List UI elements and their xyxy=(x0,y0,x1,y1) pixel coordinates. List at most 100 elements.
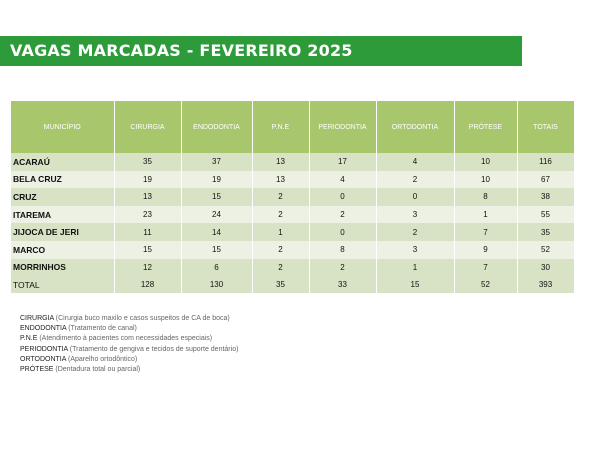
value-cell: 12 xyxy=(114,258,182,277)
table-row: ITAREMA 23 24 2 2 3 1 55 xyxy=(11,205,575,224)
value-cell: 0 xyxy=(309,188,377,206)
value-cell: 2 xyxy=(252,258,310,277)
municipio-cell: ITAREMA xyxy=(11,205,115,224)
value-cell: 6 xyxy=(181,258,253,277)
value-cell: 14 xyxy=(181,223,253,241)
municipio-cell: BELA CRUZ xyxy=(11,170,115,189)
legend-term: P.N.E xyxy=(20,335,38,343)
legend-item: P.N.E (Atendimento à pacientes com neces… xyxy=(20,334,238,344)
value-cell: 1 xyxy=(252,223,310,241)
value-cell: 37 xyxy=(181,153,253,171)
vagas-table: MUNICÍPIO CIRURGIA ENDODONTIA P.N.E PERI… xyxy=(11,101,575,294)
value-cell: 8 xyxy=(454,188,518,206)
legend: CIRURGIA (Cirurgia buco maxilo e casos s… xyxy=(20,314,238,375)
column-header-endodontia: ENDODONTIA xyxy=(181,101,253,153)
table-header-row: MUNICÍPIO CIRURGIA ENDODONTIA P.N.E PERI… xyxy=(11,101,575,153)
value-cell: 23 xyxy=(114,205,182,224)
table-row: CRUZ 13 15 2 0 0 8 38 xyxy=(11,188,575,206)
column-header-periodontia: PERIODONTIA xyxy=(309,101,377,153)
value-cell: 19 xyxy=(181,170,253,189)
value-cell: 1 xyxy=(454,205,518,224)
value-cell: 17 xyxy=(309,153,377,171)
total-cell: 35 xyxy=(252,276,310,294)
value-cell: 7 xyxy=(454,258,518,277)
column-header-pne: P.N.E xyxy=(252,101,310,153)
value-cell: 2 xyxy=(309,205,377,224)
municipio-cell: ACARAÚ xyxy=(11,153,115,171)
total-cell: 128 xyxy=(114,276,182,294)
value-cell: 30 xyxy=(517,258,575,277)
value-cell: 19 xyxy=(114,170,182,189)
total-cell: 15 xyxy=(376,276,455,294)
column-header-municipio: MUNICÍPIO xyxy=(11,101,115,153)
total-cell: 33 xyxy=(309,276,377,294)
value-cell: 2 xyxy=(376,170,455,189)
value-cell: 0 xyxy=(376,188,455,206)
value-cell: 67 xyxy=(517,170,575,189)
municipio-cell: JIJOCA DE JERI xyxy=(11,223,115,241)
value-cell: 52 xyxy=(517,240,575,259)
legend-term: PRÓTESE xyxy=(20,366,54,374)
value-cell: 38 xyxy=(517,188,575,206)
column-header-cirurgia: CIRURGIA xyxy=(114,101,182,153)
value-cell: 3 xyxy=(376,205,455,224)
value-cell: 55 xyxy=(517,205,575,224)
municipio-cell: CRUZ xyxy=(11,188,115,206)
column-header-protese: PRÓTESE xyxy=(454,101,518,153)
value-cell: 35 xyxy=(517,223,575,241)
total-cell: 52 xyxy=(454,276,518,294)
value-cell: 4 xyxy=(309,170,377,189)
legend-description: (Tratamento de gengiva e tecidos de supo… xyxy=(69,345,239,353)
value-cell: 11 xyxy=(114,223,182,241)
value-cell: 10 xyxy=(454,170,518,189)
value-cell: 35 xyxy=(114,153,182,171)
total-label: TOTAL xyxy=(11,276,115,294)
legend-term: ORTODONTIA xyxy=(20,355,67,363)
value-cell: 9 xyxy=(454,240,518,259)
value-cell: 7 xyxy=(454,223,518,241)
value-cell: 0 xyxy=(309,223,377,241)
column-header-totais: TOTAIS xyxy=(517,101,575,153)
value-cell: 2 xyxy=(376,223,455,241)
total-cell: 393 xyxy=(517,276,575,294)
legend-description: (Aparelho ortodôntico) xyxy=(67,355,138,363)
legend-term: PERIODONTIA xyxy=(20,345,68,353)
value-cell: 10 xyxy=(454,153,518,171)
value-cell: 2 xyxy=(309,258,377,277)
municipio-cell: MARCO xyxy=(11,240,115,259)
value-cell: 13 xyxy=(252,170,310,189)
table-row: MORRINHOS 12 6 2 2 1 7 30 xyxy=(11,258,575,277)
legend-description: (Tratamento de canal) xyxy=(68,325,137,333)
value-cell: 15 xyxy=(114,240,182,259)
legend-item: PRÓTESE (Dentadura total ou parcial) xyxy=(20,365,238,375)
legend-description: (Dentadura total ou parcial) xyxy=(55,366,141,374)
value-cell: 15 xyxy=(181,188,253,206)
value-cell: 4 xyxy=(376,153,455,171)
legend-item: ENDODONTIA (Tratamento de canal) xyxy=(20,324,238,334)
value-cell: 1 xyxy=(376,258,455,277)
legend-item: CIRURGIA (Cirurgia buco maxilo e casos s… xyxy=(20,314,238,324)
legend-description: (Cirurgia buco maxilo e casos suspeitos … xyxy=(55,315,230,322)
table-row: JIJOCA DE JERI 11 14 1 0 2 7 35 xyxy=(11,223,575,241)
value-cell: 2 xyxy=(252,240,310,259)
table-row: BELA CRUZ 19 19 13 4 2 10 67 xyxy=(11,170,575,189)
value-cell: 116 xyxy=(517,153,575,171)
table-row: MARCO 15 15 2 8 3 9 52 xyxy=(11,240,575,259)
column-header-ortodontia: ORTODONTIA xyxy=(376,101,455,153)
legend-item: ORTODONTIA (Aparelho ortodôntico) xyxy=(20,355,238,365)
municipio-cell: MORRINHOS xyxy=(11,258,115,277)
table-total-row: TOTAL 128 130 35 33 15 52 393 xyxy=(11,276,575,294)
value-cell: 2 xyxy=(252,205,310,224)
value-cell: 8 xyxy=(309,240,377,259)
legend-item: PERIODONTIA (Tratamento de gengiva e tec… xyxy=(20,345,238,355)
value-cell: 3 xyxy=(376,240,455,259)
value-cell: 2 xyxy=(252,188,310,206)
legend-term: ENDODONTIA xyxy=(20,325,67,333)
legend-description: (Atendimento à pacientes com necessidade… xyxy=(39,335,213,343)
total-cell: 130 xyxy=(181,276,253,294)
value-cell: 13 xyxy=(252,153,310,171)
table-row: ACARAÚ 35 37 13 17 4 10 116 xyxy=(11,153,575,171)
page-title: VAGAS MARCADAS - FEVEREIRO 2025 xyxy=(0,36,522,66)
value-cell: 15 xyxy=(181,240,253,259)
value-cell: 13 xyxy=(114,188,182,206)
